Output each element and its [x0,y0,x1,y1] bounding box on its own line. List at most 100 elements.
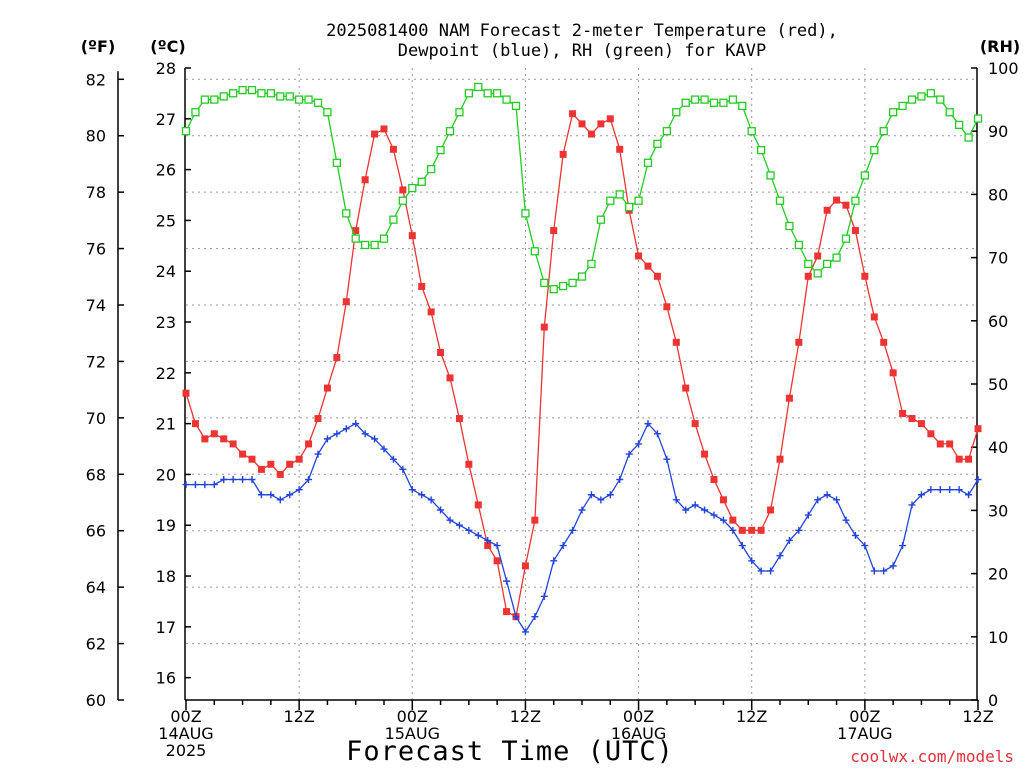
dewpoint-point [917,491,925,499]
temperature-point [691,420,699,428]
x-tick-label: 12Z [736,707,767,726]
temperature-point [446,374,454,382]
temperature-point [484,542,492,550]
fahrenheit-tick-label: 82 [86,70,106,89]
rh-point [398,196,408,205]
rh-point [351,234,360,243]
rh-point [719,98,728,107]
dewpoint-point [559,542,567,550]
temperature-point [550,227,558,235]
rh-point [624,202,634,212]
rh-point [276,92,285,101]
temperature-point [305,440,313,448]
dewpoint-point [503,577,511,585]
temperature-point [267,460,275,468]
rh-point [285,92,294,101]
x-tick-label: 12Z [510,707,541,726]
dewpoint-point [635,440,643,448]
dewpoint-point [295,486,303,494]
x-tick-label: 12Z [962,707,993,726]
rh-tick-label: 80 [988,185,1008,204]
rh-point [238,85,247,95]
rh-point [945,108,954,117]
rh-point [304,95,313,104]
rh-point [370,240,379,250]
dewpoint-point [861,542,869,550]
dewpoint-point [833,496,841,504]
rh-point [898,101,907,111]
fahrenheit-tick-label: 80 [86,127,106,146]
rh-point [728,95,738,104]
rh-point [700,95,709,104]
temperature-point [710,476,718,484]
temperature-point [870,313,878,321]
temperature-point [380,125,388,133]
rh-point [294,95,304,104]
dewpoint-point [946,486,954,494]
x-tick-label: 12Z [283,707,314,726]
rh-point [804,259,813,269]
celsius-tick-label: 26 [156,161,176,180]
dewpoint-point [880,567,888,575]
credit-link[interactable]: coolwx.com/models [850,747,1014,766]
dewpoint-point [569,526,577,534]
temperature-point [333,354,341,362]
temperature-point [701,450,709,458]
celsius-tick-label: 23 [156,313,176,332]
fahrenheit-tick-label: 70 [86,409,106,428]
rh-point [540,278,549,288]
fahrenheit-tick-label: 68 [86,465,106,484]
dewpoint-point [512,613,520,621]
temperature-point [814,252,822,260]
dewpoint-point [182,481,190,489]
rh-point [643,158,653,167]
celsius-tick-label: 28 [156,59,176,78]
dewpoint-point [455,521,463,529]
dewpoint-point [974,476,982,484]
celsius-tick-label: 21 [156,415,176,434]
dewpoint-point [371,435,379,443]
dewpoint-point [870,567,878,575]
rh-point [257,89,266,98]
x-tick-label: 17AUG [837,724,892,743]
x-tick-label: 14AUG [158,724,213,743]
temperature-point [880,338,888,346]
temperature-point [917,420,925,428]
rh-point [917,92,926,101]
temperature-point [804,272,812,280]
dewpoint-point [701,506,709,514]
dewpoint-line [186,422,979,634]
temperature-point [540,323,548,331]
temperature-point [748,526,756,534]
dewpoint-point [380,445,388,453]
fahrenheit-tick-label: 66 [86,522,106,541]
rh-point [191,108,200,117]
temperature-point [795,338,803,346]
dewpoint-point [286,491,294,499]
x-tick-label: 00Z [849,707,880,726]
temperature-point [908,415,916,423]
rh-point [822,259,832,269]
rh-point [577,272,587,281]
temperature-point [606,115,614,123]
dewpoint-point [540,592,548,600]
dewpoint-point [606,491,614,499]
dewpoint-point [210,481,218,489]
dewpoint-point [644,420,652,428]
rh-point [832,253,841,262]
rh-point [417,177,426,186]
temperature-point [672,338,680,346]
dewpoint-point [889,562,897,570]
temperature-point [352,227,360,235]
rh-tick-label: 10 [988,628,1008,647]
rh-point [408,183,417,193]
dewpoint-point [908,501,916,509]
dewpoint-point [446,516,454,524]
celsius-axis-label: (ºC) [150,37,185,56]
temperature-point [776,455,784,463]
rh-tick-label: 90 [988,122,1008,141]
dewpoint-point [399,465,407,473]
temperature-point [182,389,190,397]
dewpoint-point [851,531,859,539]
temperature-point [531,516,539,524]
